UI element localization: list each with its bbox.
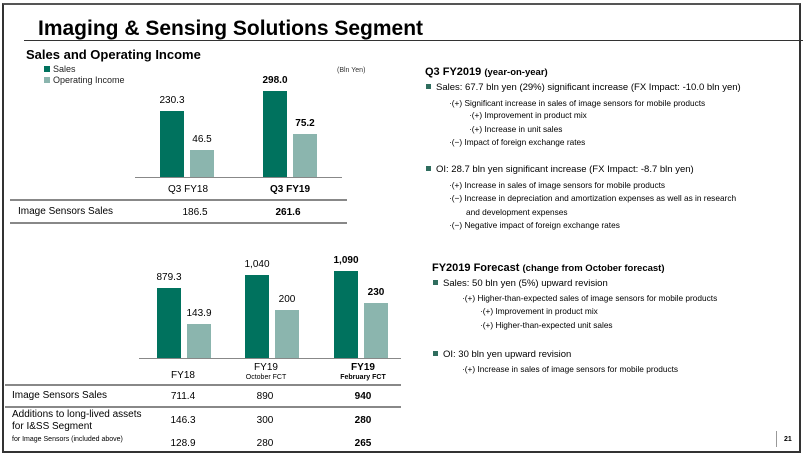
page-number-divider xyxy=(776,431,777,447)
sub-bullet: ·(+) Increase in sales of image sensors … xyxy=(449,180,666,190)
title-divider xyxy=(24,40,803,41)
sub-bullet: ·(+) Improvement in product mix xyxy=(480,306,598,316)
bullet-square-icon xyxy=(433,280,438,285)
data-label: 46.5 xyxy=(192,134,212,146)
page-number: 21 xyxy=(784,436,792,443)
sub-bullet: ·(+) Improvement in product mix xyxy=(469,110,587,120)
data-label: 1,040 xyxy=(244,259,270,271)
section-subtitle: Sales and Operating Income xyxy=(26,47,201,62)
bar-sales xyxy=(263,91,287,177)
sub-bullet: ·(−) Increase in depreciation and amorti… xyxy=(449,193,737,203)
sub-bullet: ·(+) Higher-than-expected unit sales xyxy=(480,320,613,330)
data-label: 1,090 xyxy=(333,255,359,267)
legend-swatch-sales xyxy=(44,66,50,72)
table2-cell: 280 xyxy=(256,438,274,449)
q3-sales-bullet: Sales: 67.7 bln yen (29%) significant in… xyxy=(426,82,741,93)
bar-sales xyxy=(334,271,358,358)
table2-row-label: Image Sensors Sales xyxy=(12,390,108,401)
slide-frame xyxy=(2,3,801,453)
bar-operating-income xyxy=(293,133,317,177)
data-label: 230 xyxy=(367,287,385,299)
sub-bullet: and development expenses xyxy=(466,207,568,217)
table1-bottom-rule xyxy=(10,222,347,224)
chart1-category: Q3 FY18 xyxy=(167,184,209,195)
table2-cell: 280 xyxy=(354,415,372,426)
bullet-square-icon xyxy=(426,84,431,89)
sub-bullet: ·(+) Increase in sales of image sensors … xyxy=(462,364,679,374)
bullet-text: Sales: 50 bln yen (5%) upward revision xyxy=(443,278,608,289)
table1-cell: 261.6 xyxy=(275,207,301,218)
sub-bullet: ·(+) Increase in unit sales xyxy=(469,124,563,134)
table1-top-rule xyxy=(10,199,347,201)
data-label: 75.2 xyxy=(295,117,315,129)
legend-label: Operating Income xyxy=(53,75,125,85)
table2-cell: 890 xyxy=(256,391,274,402)
data-label: 879.3 xyxy=(156,272,182,284)
bullet-square-icon xyxy=(433,351,438,356)
fct-heading-note: (change from October forecast) xyxy=(522,263,665,274)
bullet-text: OI: 30 bln yen upward revision xyxy=(443,349,572,360)
fct-sales-bullet: Sales: 50 bln yen (5%) upward revision xyxy=(433,278,608,289)
data-label: 200 xyxy=(278,294,296,306)
table2-cell: 146.3 xyxy=(170,415,196,426)
bullet-square-icon xyxy=(426,166,431,171)
chart2-category: FY19 xyxy=(254,362,278,373)
bar-operating-income xyxy=(275,310,299,358)
bar-operating-income xyxy=(190,150,214,177)
q3-oi-bullet: OI: 28.7 bln yen significant increase (F… xyxy=(426,164,694,175)
legend-sales: Sales xyxy=(44,64,76,74)
table2-row-label: for I&SS Segment xyxy=(12,421,93,432)
table2-cell: 128.9 xyxy=(170,438,196,449)
sub-bullet: ·(−) Impact of foreign exchange rates xyxy=(449,137,586,147)
table2-cell: 711.4 xyxy=(170,391,196,402)
bullet-text: OI: 28.7 bln yen significant increase (F… xyxy=(436,164,694,175)
chart1-baseline xyxy=(135,177,342,178)
table2-row-label: for Image Sensors (included above) xyxy=(12,436,123,443)
legend-swatch-oi xyxy=(44,77,50,83)
sub-bullet: ·(+) Significant increase in sales of im… xyxy=(449,98,706,108)
bar-sales xyxy=(157,288,181,358)
legend-label: Sales xyxy=(53,64,76,74)
bar-sales xyxy=(160,110,184,177)
chart2-category: FY18 xyxy=(171,370,195,381)
sub-bullet: ·(−) Negative impact of foreign exchange… xyxy=(449,220,620,230)
slide-title: Imaging & Sensing Solutions Segment xyxy=(38,17,424,40)
table2-row-label: Additions to long-lived assets xyxy=(12,409,142,420)
table2-mid-rule xyxy=(5,406,401,408)
table2-cell: 265 xyxy=(354,438,372,449)
bar-sales xyxy=(245,275,269,358)
bullet-text: Sales: 67.7 bln yen (29%) significant in… xyxy=(436,82,741,93)
table1-cell: 186.5 xyxy=(182,207,208,218)
q3-heading: Q3 FY2019 (year-on-year) xyxy=(425,66,548,78)
data-label: 298.0 xyxy=(262,75,288,87)
bar-operating-income xyxy=(187,323,211,358)
fct-heading-text: FY2019 Forecast xyxy=(432,262,520,274)
q3-heading-note: (year-on-year) xyxy=(484,67,548,78)
chart2-category-sub: October FCT xyxy=(245,374,287,381)
data-label: 230.3 xyxy=(159,94,185,106)
data-label: 143.9 xyxy=(186,307,212,319)
chart2-baseline xyxy=(139,358,401,359)
unit-label: (Bln Yen) xyxy=(337,67,366,74)
sub-bullet: ·(+) Higher-than-expected sales of image… xyxy=(462,293,718,303)
table1-row-label: Image Sensors Sales xyxy=(18,206,114,217)
q3-heading-text: Q3 FY2019 xyxy=(425,66,482,78)
chart2-category: FY19 xyxy=(351,362,375,373)
legend-oi: Operating Income xyxy=(44,75,125,85)
chart2-category-sub: February FCT xyxy=(340,374,386,381)
table2-top-rule xyxy=(5,384,401,386)
fct-oi-bullet: OI: 30 bln yen upward revision xyxy=(433,349,571,360)
table2-cell: 940 xyxy=(354,391,372,402)
table2-cell: 300 xyxy=(256,415,274,426)
bar-operating-income xyxy=(364,303,388,358)
chart1-category: Q3 FY19 xyxy=(269,184,311,195)
fct-heading: FY2019 Forecast (change from October for… xyxy=(432,262,665,274)
